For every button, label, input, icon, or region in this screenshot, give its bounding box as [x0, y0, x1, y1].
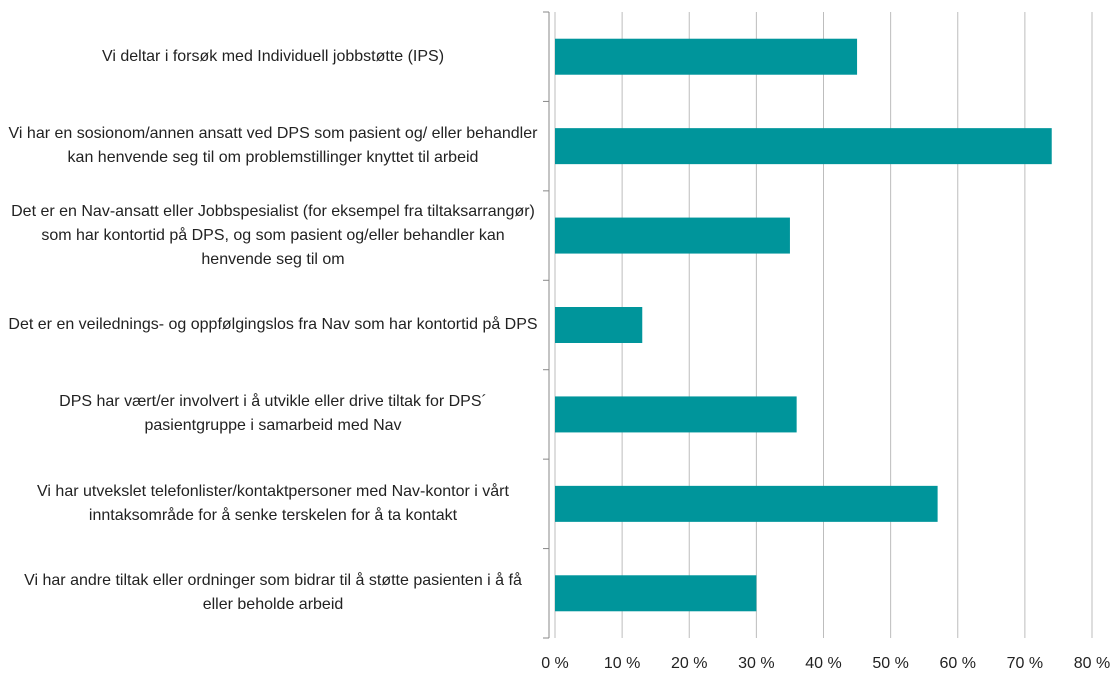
x-tick-label: 80 %	[1074, 655, 1110, 672]
x-tick-label: 20 %	[671, 655, 707, 672]
category-label: Det er en veilednings- og oppfølgingslos…	[8, 316, 538, 333]
bar	[555, 575, 757, 612]
x-tick-label: 40 %	[805, 655, 841, 672]
category-label: DPS har vært/er involvert i å utvikle el…	[59, 393, 487, 435]
x-tick-label: 70 %	[1007, 655, 1043, 672]
category-label: Vi har andre tiltak eller ordninger som …	[24, 572, 522, 614]
bar	[555, 217, 790, 254]
bar	[555, 396, 797, 433]
bar	[555, 38, 858, 75]
x-tick-label: 10 %	[604, 655, 640, 672]
bar	[555, 485, 938, 522]
category-label: Det er en Nav-ansatt eller Jobbspesialis…	[11, 202, 535, 268]
x-tick-label: 30 %	[738, 655, 774, 672]
category-label: Vi har en sosionom/annen ansatt ved DPS …	[8, 125, 538, 167]
x-tick-label: 60 %	[940, 655, 976, 672]
category-label: Vi deltar i forsøk med Individuell jobbs…	[101, 47, 445, 65]
bar	[555, 128, 1052, 165]
x-tick-label: 0 %	[541, 655, 569, 672]
bar	[555, 307, 643, 343]
x-tick-label: 50 %	[872, 655, 908, 672]
category-label: Vi har utvekslet telefonlister/kontaktpe…	[37, 482, 509, 524]
